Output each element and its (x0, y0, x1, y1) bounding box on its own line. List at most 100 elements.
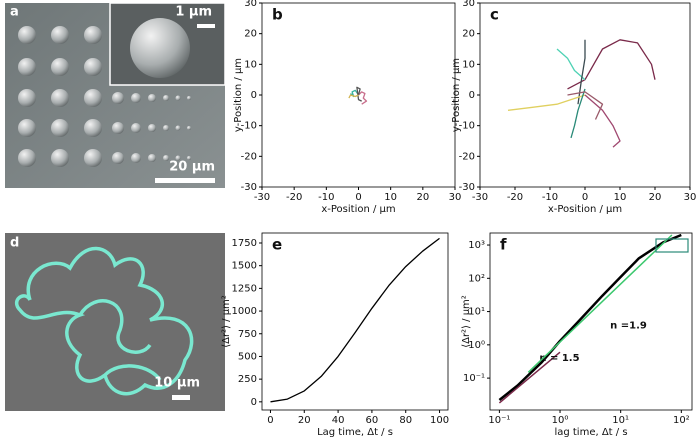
sphere (84, 119, 102, 137)
y-tick-label: 20 (244, 29, 257, 40)
chart: 10⁻¹ 10⁰ 10¹ 10² 10⁻¹ 10⁰ 10¹ 10² 10³ lag time, Δ… (461, 232, 693, 437)
y-tick-label: 500 (238, 351, 257, 362)
y-axis-label: y-Position / μm (451, 58, 462, 132)
scale-bar (172, 395, 190, 400)
sphere (18, 89, 36, 107)
y-tick-label: -10 (459, 121, 475, 132)
x-tick-label: -30 (472, 192, 488, 203)
highlight-box (655, 238, 689, 253)
y-tick-label: 30 (462, 0, 475, 9)
sphere (175, 155, 181, 161)
y-tick-label: -30 (459, 182, 475, 193)
trajectory-image: 10 µm d (5, 233, 225, 411)
scale-bar (155, 178, 215, 183)
x-tick-label: 0 (267, 415, 273, 426)
data-line (358, 91, 368, 105)
x-axis-label: Lag time, Δt / s (317, 427, 393, 437)
y-tick-label: 20 (462, 29, 475, 40)
annotation: n =1.9 (610, 321, 647, 332)
panel-label: e (272, 236, 282, 254)
y-tick-label: 10³ (468, 240, 485, 251)
sphere (18, 149, 36, 167)
sem-image: 1 µm 20 µm a (5, 2, 226, 188)
panel-label: f (500, 236, 507, 254)
chart: -30 -20 -10 0 10 20 30-30-20-100102030x-Positi… (451, 0, 696, 215)
sphere (148, 124, 156, 132)
sphere (163, 125, 169, 131)
y-tick-label: 10⁰ (468, 340, 485, 351)
sphere (51, 149, 69, 167)
sphere (131, 93, 141, 103)
sphere (112, 92, 124, 104)
panel-label: c (490, 6, 499, 24)
x-tick-label: 10⁰ (552, 415, 569, 426)
sphere (175, 95, 181, 101)
x-tick-label: 100 (430, 415, 449, 426)
sphere (18, 58, 36, 76)
x-tick-label: 30 (684, 192, 697, 203)
y-tick-label: 10⁻¹ (463, 373, 485, 384)
sphere (18, 26, 36, 44)
x-tick-label: -10 (542, 192, 558, 203)
sphere (148, 94, 156, 102)
x-tick-label: 60 (366, 415, 379, 426)
data-line (270, 237, 440, 403)
sphere (187, 96, 191, 100)
y-tick-label: 750 (238, 329, 257, 340)
x-tick-label: 10¹ (612, 415, 629, 426)
x-axis-label: x-Position / μm (321, 204, 395, 215)
plot-frame (261, 232, 449, 411)
scale-label: 1 µm (175, 5, 212, 20)
sphere (84, 26, 102, 44)
x-tick-label: 40 (332, 415, 345, 426)
sphere (112, 122, 124, 134)
x-tick-label: -20 (507, 192, 523, 203)
sphere (51, 119, 69, 137)
x-tick-label: 20 (416, 192, 429, 203)
x-tick-label: 10⁻¹ (488, 415, 510, 426)
sphere (148, 154, 156, 162)
inset-sphere (130, 18, 190, 78)
x-tick-label: 80 (399, 415, 412, 426)
x-tick-label: 10² (673, 415, 690, 426)
sphere (51, 89, 69, 107)
y-tick-label: 10 (244, 59, 257, 70)
data-line (567, 91, 604, 120)
data-line (584, 94, 621, 148)
x-tick-label: 10 (614, 192, 627, 203)
y-tick-label: 0 (469, 90, 475, 101)
plot-frame (489, 232, 693, 411)
x-tick-label: 0 (355, 192, 361, 203)
panel-label: d (10, 236, 19, 251)
y-tick-label: 0 (251, 90, 257, 101)
x-axis-label: lag time, Δt / s (554, 427, 627, 437)
scale-label: 10 µm (154, 376, 200, 391)
panel-label: b (272, 6, 283, 24)
data-line (577, 39, 586, 105)
chart: 0 20 40 60 80 10002505007501000125015001750La… (221, 232, 449, 437)
sphere (163, 95, 169, 101)
fit-line (527, 234, 673, 373)
data-line (356, 86, 362, 102)
sphere (187, 126, 191, 130)
y-tick-label: -30 (241, 182, 257, 193)
y-tick-label: 0 (251, 397, 257, 408)
sphere (84, 58, 102, 76)
y-tick-label: 1000 (232, 306, 257, 317)
data-line (498, 233, 682, 401)
x-axis-label: x-Position / μm (548, 204, 622, 215)
sphere (84, 149, 102, 167)
y-axis-label: ⟨Δr²⟩ / μm² (221, 295, 232, 348)
y-tick-label: 1250 (232, 283, 257, 294)
data-line (348, 94, 359, 99)
y-axis-label: y-Position / μm (233, 58, 244, 132)
fit-line (498, 351, 561, 404)
y-tick-label: 1500 (232, 261, 257, 272)
y-axis-label: ⟨Δr²⟩ / μm² (461, 295, 472, 348)
x-tick-label: -30 (254, 192, 270, 203)
x-tick-label: -10 (318, 192, 334, 203)
sphere (18, 119, 36, 137)
y-tick-label: 10² (468, 273, 485, 284)
sphere (84, 89, 102, 107)
